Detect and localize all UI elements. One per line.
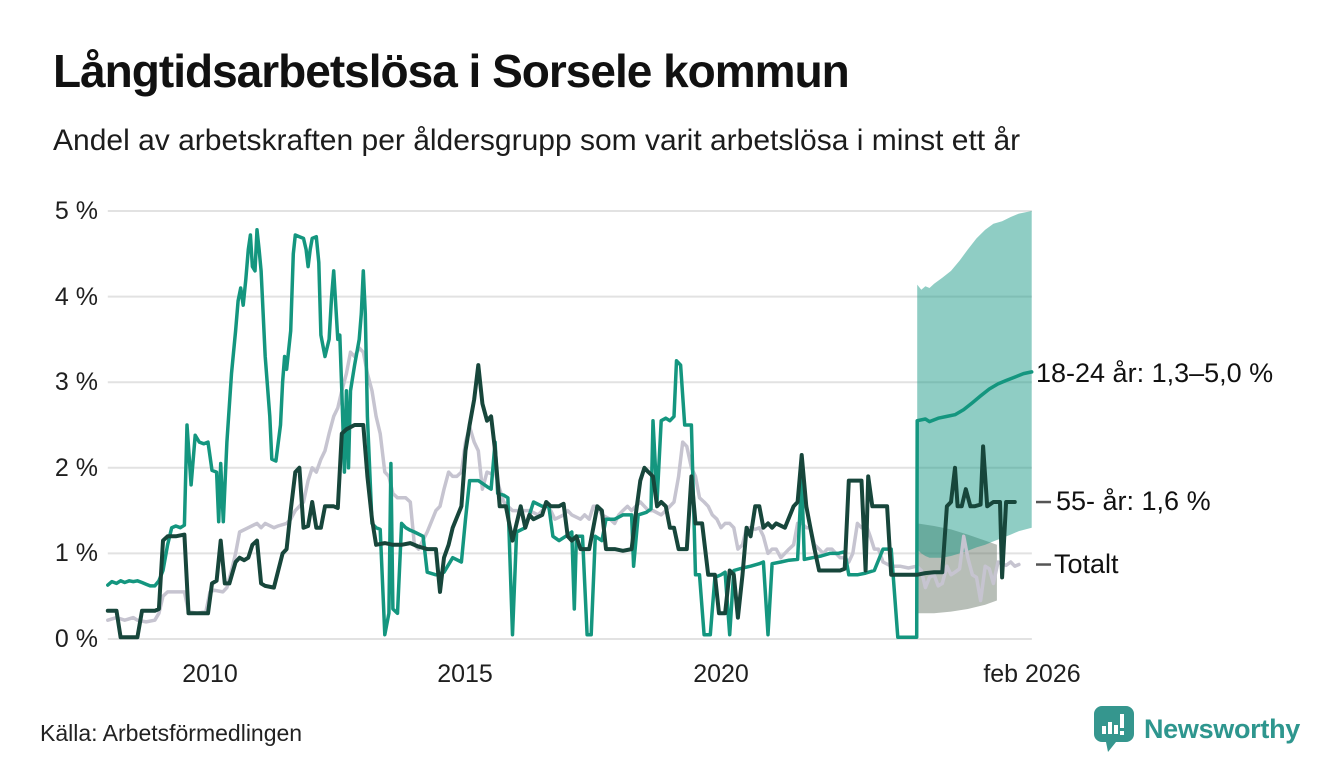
x-tick-label: 2010 xyxy=(182,660,238,688)
source-note: Källa: Arbetsförmedlingen xyxy=(40,720,303,746)
y-tick-label: 2 % xyxy=(54,454,98,482)
y-tick-label: 4 % xyxy=(54,283,98,311)
series-label-55plus: 55- år: 1,6 % xyxy=(1056,485,1211,516)
y-tick-label: 5 % xyxy=(54,197,98,225)
x-tick-label: 2015 xyxy=(437,660,493,688)
y-tick-label: 1 % xyxy=(54,539,98,567)
newsworthy-wordmark: Newsworthy xyxy=(1143,713,1300,744)
x-tick-label: 2020 xyxy=(693,660,749,688)
x-tick-label: feb 2026 xyxy=(983,660,1081,688)
page-title: Långtidsarbetslösa i Sorsele kommun xyxy=(53,45,850,97)
y-tick-label: 3 % xyxy=(54,368,98,396)
series-label-18-24: 18-24 år: 1,3–5,0 % xyxy=(1036,358,1274,389)
page-subtitle: Andel av arbetskraften per åldersgrupp s… xyxy=(53,124,1021,157)
y-tick-label: 0 % xyxy=(54,625,98,653)
newsworthy-icon xyxy=(1093,706,1134,752)
series-label-totalt: Totalt xyxy=(1054,548,1119,579)
newsworthy-logo[interactable]: Newsworthy xyxy=(1093,706,1300,752)
